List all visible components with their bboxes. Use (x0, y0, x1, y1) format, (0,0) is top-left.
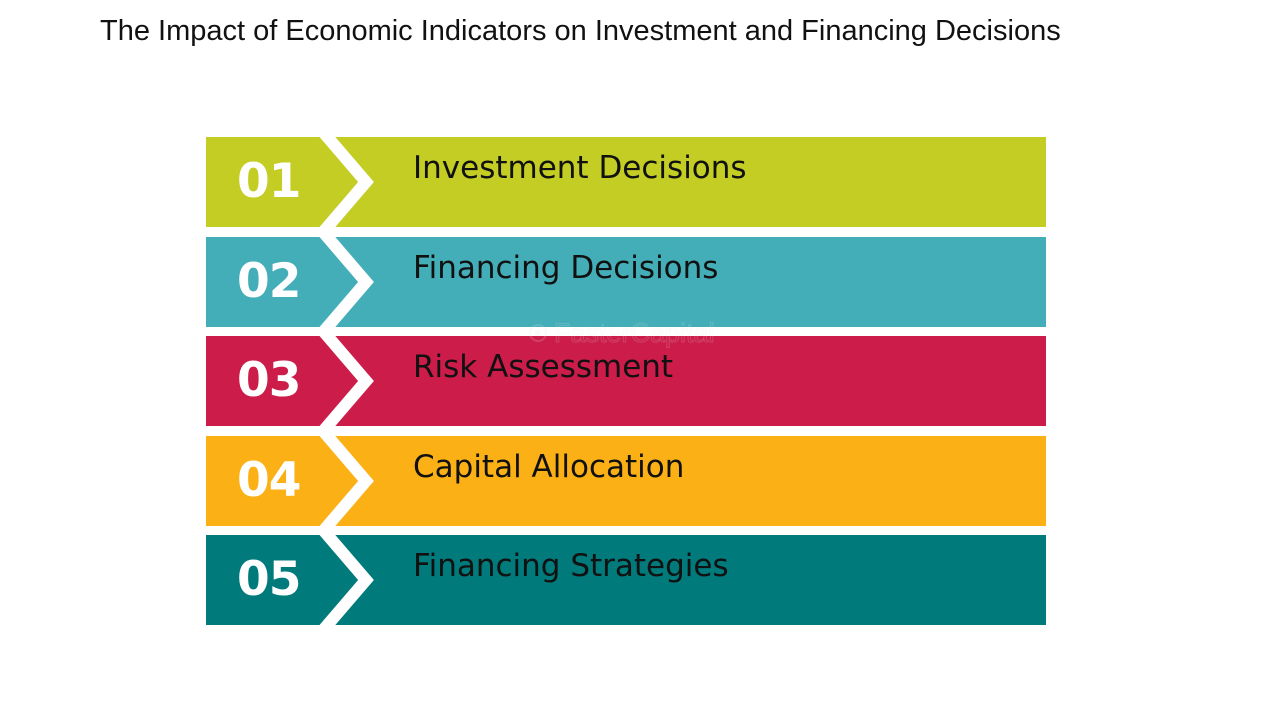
step-number: 04 (237, 452, 301, 508)
process-steps: 01 Investment Decisions 02 Financing Dec… (206, 137, 1046, 635)
step-5-chevron-band (206, 535, 1046, 625)
step-row-2: 02 Financing Decisions (206, 236, 1046, 327)
step-number: 01 (237, 154, 301, 209)
step-number: 03 (237, 353, 301, 408)
step-3-chevron-band (206, 336, 1046, 426)
step-row-5: 05 Financing Strategies (206, 535, 1046, 625)
step-label: Investment Decisions (413, 150, 747, 186)
step-number: 05 (237, 552, 301, 607)
step-label: Financing Decisions (413, 249, 719, 286)
page-title: The Impact of Economic Indicators on Inv… (100, 15, 1061, 47)
step-row-4: 04 Capital Allocation (206, 435, 1046, 526)
step-label: Financing Strategies (413, 548, 729, 584)
step-label: Capital Allocation (413, 448, 685, 485)
step-row-1: 01 Investment Decisions (206, 137, 1046, 227)
step-label: Risk Assessment (413, 349, 674, 385)
step-number: 02 (237, 253, 301, 309)
step-2-chevron-band (206, 236, 1046, 327)
step-row-3: 03 Risk Assessment (206, 336, 1046, 426)
step-1-chevron-band (206, 137, 1046, 227)
step-4-chevron-band (206, 435, 1046, 526)
